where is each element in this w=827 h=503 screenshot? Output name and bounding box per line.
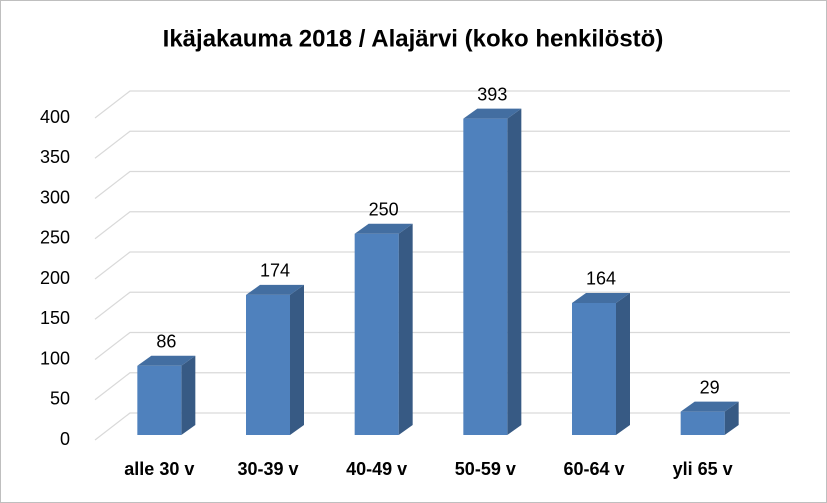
bar-top [680,401,739,412]
bar-top [246,284,304,295]
bar-top [463,108,522,119]
bar [572,302,616,435]
value-label: 86 [156,332,176,352]
y-tick-label: 300 [40,187,70,207]
bar-top [137,355,196,366]
x-tick-label: 30-39 v [237,459,298,479]
bar-side [507,108,522,435]
y-tick-label: 100 [40,348,70,368]
value-label: 29 [700,377,720,397]
bar-side [181,355,196,435]
y-tick-label: 150 [40,308,70,328]
bar [463,118,508,435]
grid-line [94,412,790,441]
grid-line [94,251,790,280]
bar-side [616,292,630,435]
x-tick-label: yli 65 v [673,459,733,479]
bar [354,233,399,435]
grid-line [94,331,790,360]
y-tick-label: 0 [60,429,70,449]
x-tick-label: alle 30 v [124,459,194,479]
bar-top [572,292,630,303]
y-tick-label: 50 [50,389,70,409]
bar-side [290,284,304,435]
value-label: 393 [477,84,507,104]
grid-line [94,90,790,119]
bar-top [354,223,413,234]
value-label: 174 [260,261,290,281]
y-tick-label: 350 [40,147,70,167]
bar-side [724,401,739,435]
x-tick-label: 50-59 v [455,459,516,479]
y-tick-label: 400 [40,107,70,127]
grid-line [94,130,790,159]
y-tick-label: 200 [40,268,70,288]
value-label: 164 [586,269,616,289]
x-tick-label: 60-64 v [563,459,624,479]
grid-line [94,211,790,240]
chart-title: Ikäjakauma 2018 / Alajärvi (koko henkilö… [163,25,664,52]
value-label: 250 [369,200,399,220]
bar [680,411,725,435]
grid-line [94,170,790,199]
bar [246,294,290,435]
grid-line [94,291,790,320]
bar-side [398,223,413,435]
y-tick-label: 250 [40,228,70,248]
grid-line [94,372,790,401]
x-tick-label: 40-49 v [346,459,407,479]
bar [137,365,182,435]
